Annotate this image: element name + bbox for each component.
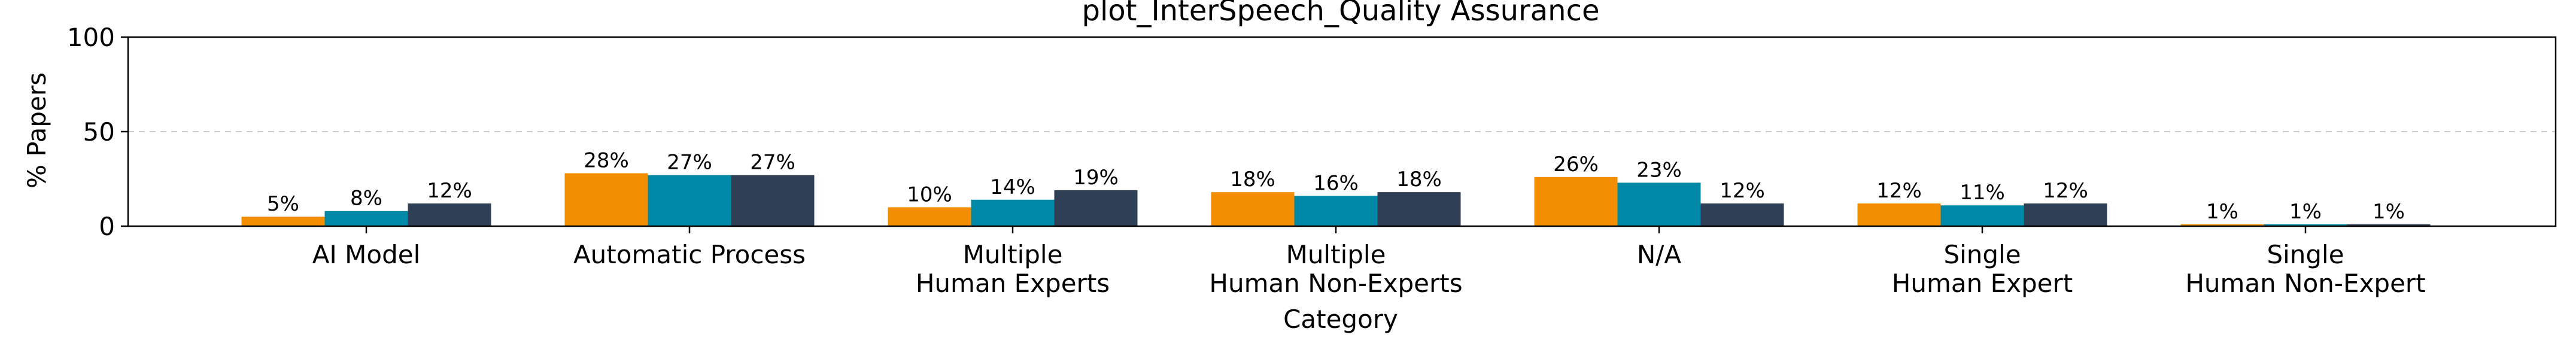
bar-s0-c6 (2180, 224, 2264, 226)
bar-s2-c2 (1054, 190, 1138, 226)
data-label-s0-c3: 18% (1230, 168, 1275, 191)
x-tick-label-5: Single Human Expert (1892, 240, 2073, 298)
data-label-s0-c4: 26% (1553, 153, 1599, 177)
bar-s0-c1 (564, 173, 648, 226)
data-label-s1-c0: 8% (350, 187, 382, 211)
bar-s0-c0 (241, 217, 325, 226)
data-label-s2-c1: 27% (750, 151, 795, 175)
x-axis-label: Category (1283, 305, 1398, 334)
bar-s1-c6 (2264, 224, 2347, 226)
bar-s0-c4 (1534, 177, 1618, 226)
y-axis-ticks: 0 50 100 (67, 23, 128, 241)
data-label-s2-c0: 12% (427, 179, 472, 203)
data-label-s2-c4: 12% (1720, 179, 1765, 203)
x-tick-label-1: Automatic Process (573, 240, 806, 269)
bars (241, 173, 2431, 226)
data-label-s0-c5: 12% (1876, 179, 1922, 203)
data-label-s0-c0: 5% (267, 192, 299, 216)
bar-s1-c0 (324, 211, 408, 226)
bar-s1-c4 (1617, 182, 1701, 226)
bar-s1-c2 (971, 199, 1055, 226)
bar-s1-c3 (1294, 196, 1378, 226)
bar-s1-c1 (648, 175, 731, 226)
data-label-s0-c6: 1% (2206, 200, 2238, 224)
bar-s1-c5 (1940, 205, 2024, 226)
bar-s0-c3 (1211, 192, 1295, 226)
bar-s0-c2 (888, 207, 971, 226)
y-tick-label-0: 0 (99, 212, 115, 241)
bar-s2-c5 (2024, 203, 2107, 226)
bar-s2-c4 (1700, 203, 1784, 226)
data-label-s0-c1: 28% (584, 149, 629, 173)
y-tick-label-50: 50 (83, 117, 115, 147)
bar-s2-c6 (2347, 224, 2431, 226)
data-label-s1-c5: 11% (1960, 181, 2005, 205)
data-labels: 5% 8% 12% 28% 27% 27% 10% 14% 19% 18% 16% 18% 26% 23%… (267, 149, 2405, 224)
y-tick-label-100: 100 (67, 23, 115, 52)
data-label-s0-c2: 10% (907, 182, 952, 206)
x-tick-label-0: AI Model (312, 240, 421, 269)
x-tick-label-2: Multiple Human Experts (916, 240, 1110, 298)
data-label-s1-c4: 23% (1636, 158, 1682, 182)
bar-s2-c0 (408, 203, 491, 226)
plot-frame (127, 36, 2557, 227)
data-label-s2-c3: 18% (1396, 168, 1442, 191)
x-axis-ticks: AI Model Automatic Process Multiple Human E… (312, 226, 2426, 298)
data-label-s2-c5: 12% (2043, 179, 2088, 203)
data-label-s2-c2: 19% (1073, 166, 1119, 190)
bar-s0-c5 (1857, 203, 1941, 226)
data-label-s1-c3: 16% (1313, 171, 1359, 195)
data-label-s1-c6: 1% (2289, 200, 2322, 224)
data-label-s2-c6: 1% (2373, 200, 2405, 224)
chart-title: plot_InterSpeech_Quality Assurance (1082, 0, 1599, 28)
y-axis-label: % Papers (22, 72, 51, 188)
bar-s2-c1 (731, 175, 815, 226)
bar-s2-c3 (1377, 192, 1461, 226)
data-label-s1-c1: 27% (667, 151, 712, 175)
x-tick-label-4: N/A (1637, 240, 1682, 269)
data-label-s1-c2: 14% (990, 175, 1035, 199)
x-tick-label-6: Single Human Non-Expert (2185, 240, 2425, 298)
x-tick-label-3: Multiple Human Non-Experts (1209, 240, 1462, 298)
